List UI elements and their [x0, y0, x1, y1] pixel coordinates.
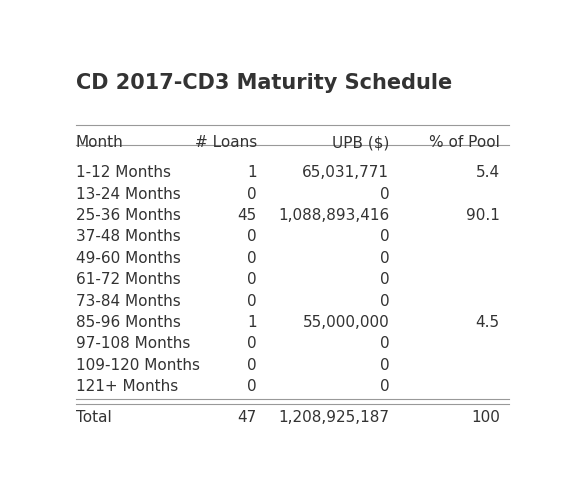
Text: 0: 0	[380, 357, 389, 373]
Text: 1: 1	[247, 165, 256, 180]
Text: 1: 1	[247, 315, 256, 330]
Text: 65,031,771: 65,031,771	[302, 165, 389, 180]
Text: 0: 0	[247, 272, 256, 287]
Text: 73-84 Months: 73-84 Months	[76, 294, 181, 309]
Text: Total: Total	[76, 410, 111, 425]
Text: 4.5: 4.5	[475, 315, 500, 330]
Text: 0: 0	[247, 357, 256, 373]
Text: 100: 100	[471, 410, 500, 425]
Text: 0: 0	[247, 251, 256, 266]
Text: 0: 0	[380, 229, 389, 244]
Text: 47: 47	[238, 410, 256, 425]
Text: 61-72 Months: 61-72 Months	[76, 272, 181, 287]
Text: % of Pool: % of Pool	[429, 135, 500, 150]
Text: 0: 0	[247, 379, 256, 394]
Text: 90.1: 90.1	[466, 208, 500, 223]
Text: 49-60 Months: 49-60 Months	[76, 251, 181, 266]
Text: 0: 0	[380, 187, 389, 202]
Text: 0: 0	[380, 294, 389, 309]
Text: 0: 0	[380, 379, 389, 394]
Text: 0: 0	[380, 251, 389, 266]
Text: 37-48 Months: 37-48 Months	[76, 229, 181, 244]
Text: 0: 0	[380, 272, 389, 287]
Text: 0: 0	[247, 229, 256, 244]
Text: 5.4: 5.4	[475, 165, 500, 180]
Text: Month: Month	[76, 135, 124, 150]
Text: 0: 0	[380, 337, 389, 351]
Text: 13-24 Months: 13-24 Months	[76, 187, 181, 202]
Text: 25-36 Months: 25-36 Months	[76, 208, 181, 223]
Text: 121+ Months: 121+ Months	[76, 379, 178, 394]
Text: 109-120 Months: 109-120 Months	[76, 357, 200, 373]
Text: 1,208,925,187: 1,208,925,187	[278, 410, 389, 425]
Text: 55,000,000: 55,000,000	[303, 315, 389, 330]
Text: 97-108 Months: 97-108 Months	[76, 337, 190, 351]
Text: 0: 0	[247, 294, 256, 309]
Text: 1,088,893,416: 1,088,893,416	[278, 208, 389, 223]
Text: # Loans: # Loans	[194, 135, 256, 150]
Text: 85-96 Months: 85-96 Months	[76, 315, 181, 330]
Text: 0: 0	[247, 187, 256, 202]
Text: UPB ($): UPB ($)	[332, 135, 389, 150]
Text: 45: 45	[238, 208, 256, 223]
Text: CD 2017-CD3 Maturity Schedule: CD 2017-CD3 Maturity Schedule	[76, 74, 452, 94]
Text: 0: 0	[247, 337, 256, 351]
Text: 1-12 Months: 1-12 Months	[76, 165, 170, 180]
